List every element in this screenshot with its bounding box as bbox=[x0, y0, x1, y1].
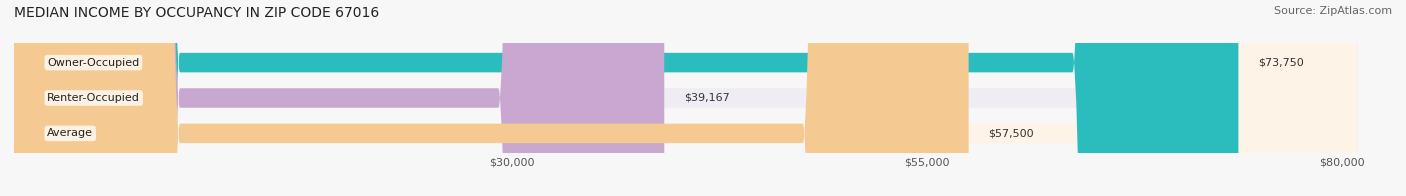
Text: $57,500: $57,500 bbox=[988, 128, 1035, 138]
FancyBboxPatch shape bbox=[14, 0, 664, 196]
FancyBboxPatch shape bbox=[14, 0, 1358, 196]
Text: Average: Average bbox=[48, 128, 93, 138]
Text: $73,750: $73,750 bbox=[1258, 58, 1303, 68]
FancyBboxPatch shape bbox=[14, 0, 1358, 196]
Text: $39,167: $39,167 bbox=[685, 93, 730, 103]
FancyBboxPatch shape bbox=[14, 0, 1358, 196]
Text: Source: ZipAtlas.com: Source: ZipAtlas.com bbox=[1274, 6, 1392, 16]
FancyBboxPatch shape bbox=[14, 0, 969, 196]
FancyBboxPatch shape bbox=[14, 0, 1239, 196]
Text: MEDIAN INCOME BY OCCUPANCY IN ZIP CODE 67016: MEDIAN INCOME BY OCCUPANCY IN ZIP CODE 6… bbox=[14, 6, 380, 20]
Text: Renter-Occupied: Renter-Occupied bbox=[48, 93, 141, 103]
Text: Owner-Occupied: Owner-Occupied bbox=[48, 58, 139, 68]
